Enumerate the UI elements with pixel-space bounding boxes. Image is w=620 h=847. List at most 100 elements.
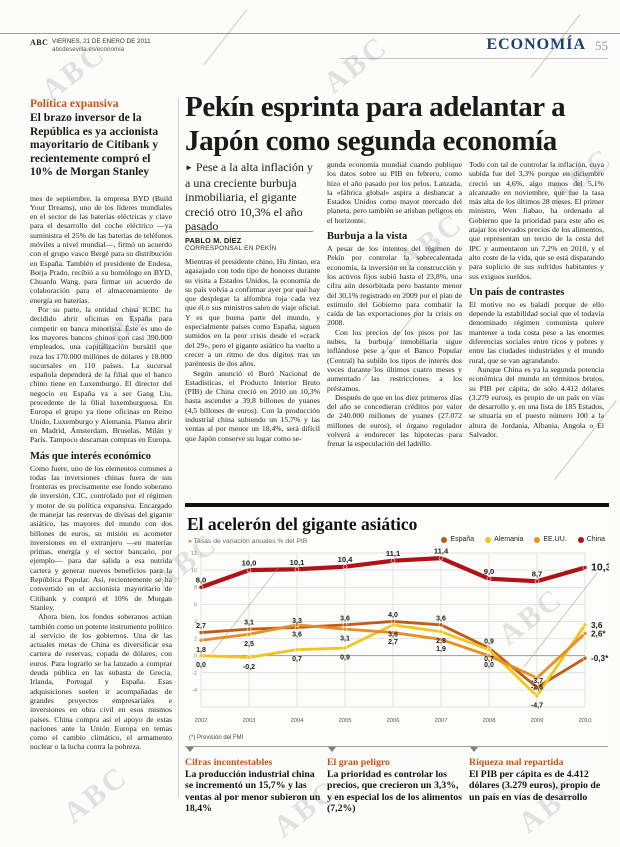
- svg-text:2008: 2008: [483, 718, 496, 724]
- article-column-1: Mientras el presidente chino, Hu Jintao,…: [185, 257, 320, 443]
- alemania-dot-icon: [485, 536, 492, 543]
- sidebar-subhead: Más que interés económico: [30, 450, 152, 462]
- svg-text:-0,2: -0,2: [243, 664, 255, 671]
- legend-label: Alemania: [494, 536, 524, 543]
- svg-text:0,7: 0,7: [484, 656, 494, 663]
- brief-3: Riqueza mal repartida El PIB per cápita …: [469, 757, 605, 803]
- section-title: ECONOMÍA: [486, 36, 586, 53]
- paragraph: Con los precios de los pisos por las nub…: [327, 327, 462, 393]
- svg-text:-2,6: -2,6: [531, 684, 543, 691]
- abc-watermark: ABC: [57, 759, 135, 830]
- scan-slash-mark: [203, 9, 248, 65]
- section-marker-icon: [186, 747, 194, 752]
- paragraph: Aunque China es ya la segunda potencia e…: [469, 364, 604, 440]
- paragraph: gunda economía mundial cuando publique l…: [327, 160, 462, 225]
- svg-text:0: 0: [194, 654, 197, 660]
- svg-text:8,7: 8,7: [532, 570, 543, 579]
- column-3-body-1: Todo con tal de controlar la inflación, …: [469, 160, 604, 281]
- column-2-body-1: gunda economía mundial cuando publique l…: [327, 160, 462, 225]
- column-3-body-2: El motivo no es baladí porque de ello de…: [469, 300, 604, 439]
- headline-line-2: Japón como segunda economía: [185, 125, 557, 157]
- paragraph: Todo con tal de controlar la inflación, …: [469, 160, 604, 281]
- svg-text:2,6*: 2,6*: [591, 629, 606, 638]
- svg-text:0,0: 0,0: [196, 662, 206, 669]
- svg-text:12: 12: [191, 551, 197, 557]
- sidebar-kicker: Política expansiva: [30, 98, 119, 110]
- legend-item-espana: España: [441, 536, 474, 543]
- page-number: 55: [595, 38, 608, 53]
- paragraph: Después de que en los diez primeros días…: [327, 392, 462, 449]
- legend-item-alemania: Alemania: [485, 536, 523, 543]
- svg-text:-4,7: -4,7: [531, 702, 543, 709]
- svg-text:2005: 2005: [339, 718, 352, 724]
- svg-text:10,1: 10,1: [290, 558, 306, 567]
- legend-label: España: [450, 536, 475, 543]
- svg-text:-0,3*: -0,3*: [591, 654, 609, 663]
- svg-text:10: 10: [191, 568, 197, 574]
- svg-text:2: 2: [194, 637, 197, 643]
- svg-text:2,5: 2,5: [244, 641, 254, 648]
- svg-text:3,1: 3,1: [244, 620, 254, 627]
- chart-legend: España Alemania EE.UU. China: [441, 536, 605, 543]
- svg-text:1,9: 1,9: [436, 646, 446, 653]
- article-lead: ► Pese a la alta inflación y a una creci…: [185, 160, 321, 233]
- paragraph: A pesar de los intentos del régimen de P…: [327, 244, 462, 328]
- sidebar-intro: El brazo inversor de la República es ya …: [30, 112, 159, 178]
- brief-2-head: El gran peligro: [327, 757, 390, 768]
- headline-line-1: Pekín esprinta para adelantar a: [185, 91, 566, 123]
- lead-text: Pese a la alta inflación y a una crecien…: [185, 160, 313, 233]
- svg-text:8: 8: [194, 585, 197, 591]
- edition-date: VIERNES, 21 DE ENERO DE 2011: [52, 38, 151, 45]
- header-top-rule: [0, 33, 620, 34]
- eeuu-dot-icon: [534, 536, 541, 543]
- svg-text:4: 4: [194, 619, 197, 625]
- chart-subtitle: » Tasas de variación anuales % del PIB: [188, 538, 307, 545]
- svg-text:2,7: 2,7: [388, 639, 398, 646]
- brief-1-text: La producción industrial china se increm…: [185, 768, 321, 815]
- china-dot-icon: [577, 536, 584, 543]
- brief-2-text: La prioridad es controlar los precios, q…: [327, 768, 462, 815]
- svg-text:1,8: 1,8: [196, 647, 206, 654]
- svg-text:0,9: 0,9: [484, 638, 494, 645]
- brief-1: Cifras incontestables La producción indu…: [185, 757, 321, 815]
- lead-bullet-icon: ►: [185, 163, 193, 172]
- legend-item-eeuu: EE.UU.: [534, 536, 567, 543]
- svg-text:2007: 2007: [435, 718, 448, 724]
- sidebar-body-1: mes de septiembre, la empresa BYD (Build…: [30, 194, 172, 445]
- svg-text:2002: 2002: [195, 718, 208, 724]
- chart-subtitle-text: Tasas de variación anuales % del PIB: [193, 538, 308, 545]
- svg-text:0,7: 0,7: [292, 656, 302, 663]
- paragraph: Mientras el presidente chino, Hu Jintao,…: [185, 257, 320, 369]
- legend-label: China: [586, 536, 605, 543]
- paragraph: Según anunció el Buró Nacional de Estadí…: [185, 368, 320, 443]
- svg-text:3,1: 3,1: [340, 636, 350, 643]
- legend-item-china: China: [577, 536, 605, 543]
- svg-text:2009: 2009: [531, 718, 544, 724]
- svg-text:3,6: 3,6: [340, 615, 350, 622]
- svg-text:9,0: 9,0: [484, 567, 495, 576]
- chart-title: El acelerón del gigante asiático: [187, 514, 418, 534]
- column-3-subhead: Un país de contrastes: [469, 286, 565, 298]
- svg-text:3,3: 3,3: [292, 618, 302, 625]
- briefs-rule: [185, 746, 608, 747]
- svg-text:2006: 2006: [387, 718, 400, 724]
- paragraph: mes de septiembre, la empresa BYD (Build…: [30, 193, 172, 305]
- header-underline: [340, 58, 608, 59]
- article-column-2: gunda economía mundial cuando publique l…: [327, 160, 462, 449]
- newspaper-brand: ABC: [30, 38, 49, 47]
- sidebar-body-2: Como fuere, uno de los elementos comunes…: [30, 464, 172, 752]
- column-divider: [178, 98, 179, 798]
- paragraph: Como fuere, uno de los elementos comunes…: [30, 463, 172, 612]
- svg-text:3,6: 3,6: [388, 631, 398, 638]
- svg-text:0,9: 0,9: [340, 654, 350, 661]
- byline: PABLO M. DÍEZ CORRESPONSAL EN PEKÍN: [185, 236, 321, 252]
- svg-text:2004: 2004: [291, 718, 305, 724]
- brief-3-head: Riqueza mal repartida: [469, 757, 564, 768]
- svg-text:0,0: 0,0: [484, 662, 494, 669]
- byline-rule: [185, 231, 313, 232]
- paragraph: Ahora bien, los fondos soberanos actúan …: [30, 612, 172, 752]
- website-url: abcdesevilla.es/economia: [52, 46, 125, 53]
- brief-2: El gran peligro La prioridad es controla…: [327, 757, 463, 815]
- svg-text:3,6: 3,6: [436, 615, 446, 622]
